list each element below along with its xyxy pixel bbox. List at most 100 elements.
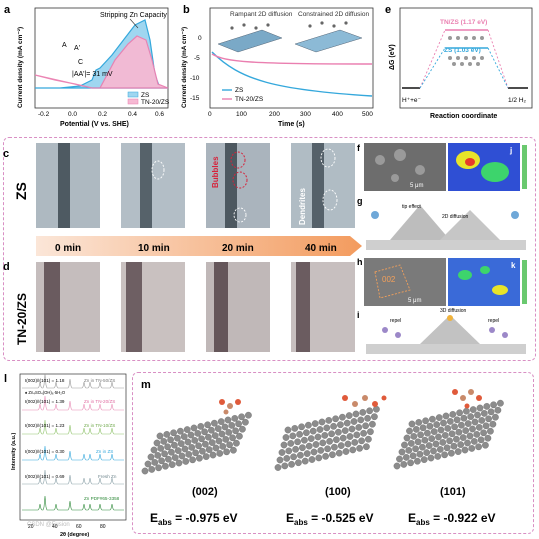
zn-atom bbox=[366, 407, 373, 415]
zn-atom bbox=[396, 455, 403, 463]
zn-atom bbox=[494, 406, 502, 414]
label-A: A bbox=[62, 42, 67, 49]
zn-atom bbox=[208, 439, 216, 446]
zn-atom bbox=[433, 421, 441, 428]
zn-atom bbox=[182, 458, 190, 465]
zn-atom bbox=[444, 425, 452, 432]
zn-atom bbox=[412, 426, 420, 433]
zn-atom bbox=[435, 414, 443, 421]
zn-atom bbox=[459, 434, 467, 441]
zn-atom bbox=[205, 446, 213, 453]
zn-atom bbox=[448, 430, 456, 438]
zn-atom bbox=[161, 450, 168, 458]
zn-atom bbox=[360, 429, 367, 437]
panel-m-structures bbox=[141, 389, 504, 475]
zn-atom bbox=[429, 415, 436, 423]
svg-text:-15: -15 bbox=[190, 95, 200, 102]
zn-atom bbox=[190, 424, 198, 432]
zn-atom bbox=[162, 462, 169, 470]
xrd-ratio-1: I(002)/I(101) = 1.39 bbox=[25, 399, 65, 404]
zn-atom bbox=[180, 433, 188, 440]
zn-atom bbox=[196, 454, 203, 462]
zn-atom bbox=[205, 433, 212, 441]
zn-atom bbox=[468, 445, 476, 452]
facet-label-002: (002) bbox=[192, 486, 218, 498]
zn-atom bbox=[225, 429, 233, 436]
zn-atom bbox=[141, 467, 149, 475]
zn-atom bbox=[365, 435, 372, 443]
xrd-trace bbox=[22, 373, 124, 389]
eabs-002: Eabs = -0.975 eV bbox=[150, 511, 238, 527]
xrd-ratio-4: I(002)/I(101) = 0.69 bbox=[25, 474, 65, 479]
svg-text:300: 300 bbox=[300, 111, 311, 118]
panel-h-letter: h bbox=[357, 257, 363, 267]
zn-atom bbox=[451, 423, 458, 431]
zn-atom bbox=[303, 450, 311, 457]
zn-atom bbox=[440, 419, 447, 427]
zn-atom bbox=[289, 432, 297, 440]
zn-atom bbox=[427, 454, 435, 462]
zn-atom bbox=[351, 439, 359, 446]
zn-atom bbox=[477, 436, 485, 444]
molecule-100 bbox=[342, 395, 387, 407]
zn-atom bbox=[432, 440, 440, 448]
zn-atom bbox=[343, 419, 351, 427]
svg-text:400: 400 bbox=[332, 111, 343, 118]
zn-atom bbox=[323, 424, 331, 432]
zn-atom bbox=[463, 407, 470, 415]
zn-atom bbox=[168, 461, 176, 468]
i-3d-text: 3D diffusion bbox=[440, 308, 467, 314]
zn-atom bbox=[471, 418, 479, 426]
zn-atom bbox=[349, 446, 357, 454]
zn-atom bbox=[352, 410, 360, 418]
zn-atom bbox=[287, 440, 295, 447]
panel-k-letter: k bbox=[511, 261, 516, 270]
zn-atom bbox=[489, 420, 497, 428]
zn-atom bbox=[219, 443, 227, 450]
zn-atom bbox=[446, 437, 453, 445]
zn-atom bbox=[238, 413, 245, 421]
schematic-i: repel repel 3D diffusion bbox=[366, 308, 526, 354]
xrd-name-4: Fresh Zn bbox=[98, 474, 117, 479]
time-40: 40 min bbox=[305, 243, 337, 254]
zn-atom bbox=[218, 430, 226, 438]
zn-atom bbox=[416, 450, 424, 458]
zn-atom bbox=[177, 427, 184, 435]
zn-atom bbox=[150, 446, 158, 454]
zn-atom bbox=[236, 432, 243, 440]
zn-atom bbox=[419, 424, 427, 432]
zn-atom bbox=[224, 416, 232, 424]
b-legend-zs: ZS bbox=[235, 87, 244, 94]
zn-atom bbox=[175, 459, 183, 467]
zn-atom bbox=[402, 454, 410, 461]
eabs-100: Eabs = -0.525 eV bbox=[286, 511, 374, 527]
rampant-label: Rampant 2D diffusion bbox=[230, 11, 293, 18]
zn-atom bbox=[348, 425, 356, 433]
panel-b-chart: Rampant 2D diffusion Constrained 2D diff… bbox=[181, 7, 374, 128]
xrd-trace bbox=[22, 469, 124, 485]
zn-atom bbox=[485, 415, 492, 423]
svg-text:40: 40 bbox=[52, 524, 58, 530]
zn-atom bbox=[353, 431, 361, 439]
xrd-trace bbox=[22, 419, 124, 435]
svg-text:-0.2: -0.2 bbox=[38, 111, 50, 118]
svg-text:20: 20 bbox=[28, 524, 34, 530]
zn-atom bbox=[461, 446, 469, 454]
zn-atom bbox=[405, 447, 413, 454]
eabs-101: Eabs = -0.922 eV bbox=[408, 511, 496, 527]
zn-atom bbox=[407, 459, 414, 467]
zn-atom bbox=[364, 414, 371, 422]
zn-atom bbox=[299, 444, 306, 452]
zn-atom bbox=[460, 414, 468, 422]
heatmap-k bbox=[448, 258, 520, 306]
panel-a-letter: a bbox=[4, 4, 11, 16]
repel-left: repel bbox=[390, 318, 401, 324]
zn-atom bbox=[484, 434, 492, 442]
zn-atom bbox=[423, 449, 431, 456]
zn-atom bbox=[409, 452, 417, 460]
zn-atom bbox=[296, 430, 303, 438]
zn-atom bbox=[448, 449, 455, 457]
zn-atom bbox=[309, 427, 317, 435]
zn-atom bbox=[211, 419, 218, 427]
